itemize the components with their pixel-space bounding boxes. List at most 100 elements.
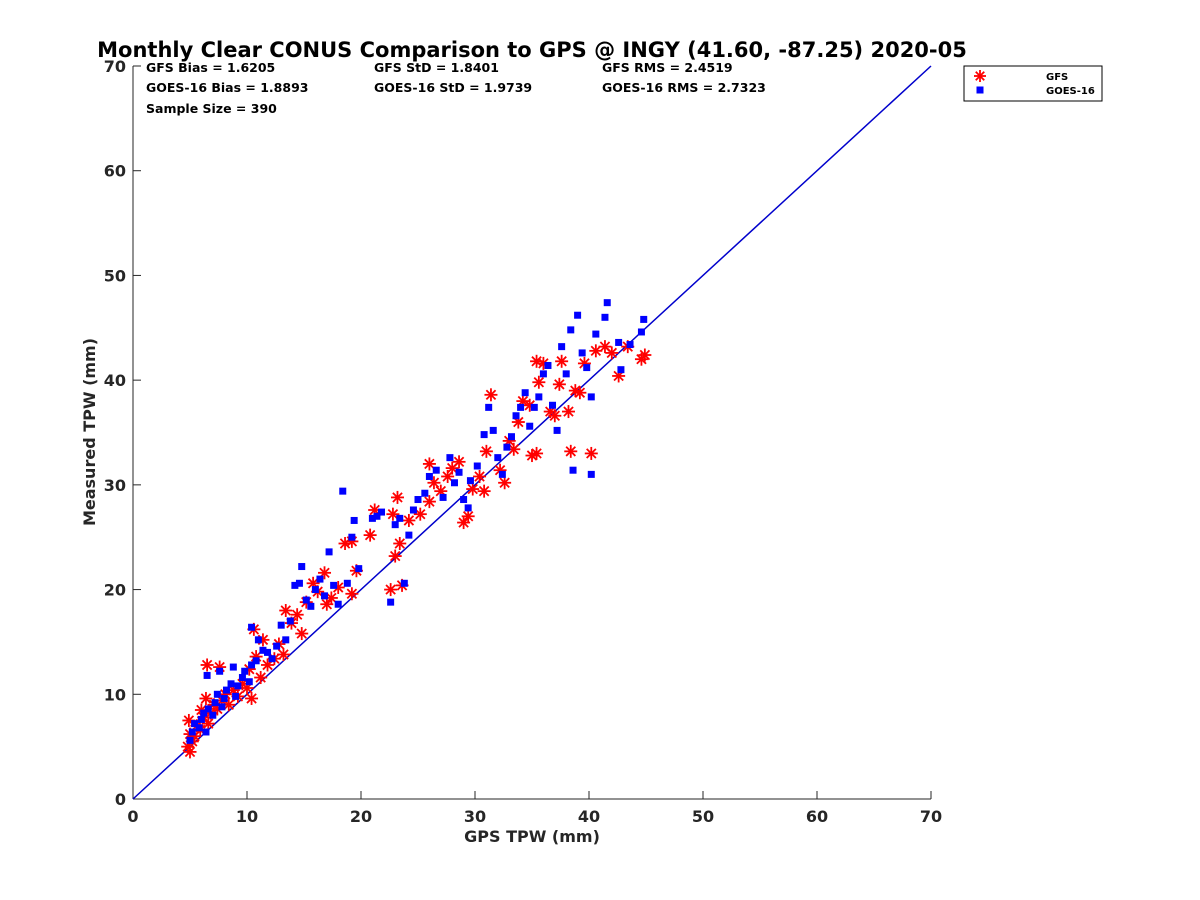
gfs-point xyxy=(384,583,398,597)
gfs-point xyxy=(261,658,275,672)
y-tick-label: 30 xyxy=(104,476,126,495)
goes16-point xyxy=(211,699,219,707)
gfs-point xyxy=(386,507,400,521)
goes16-point xyxy=(321,592,329,600)
goes16-point xyxy=(373,512,381,520)
goes16-point xyxy=(282,636,290,644)
goes16-point xyxy=(311,586,319,594)
goes16-point xyxy=(339,487,347,495)
goes16-point xyxy=(414,496,422,504)
goes16-point xyxy=(421,489,429,497)
goes16-point xyxy=(202,728,210,736)
goes16-point xyxy=(544,361,552,369)
y-tick-label: 70 xyxy=(104,57,126,76)
goes16-point xyxy=(355,565,363,573)
goes16-point xyxy=(291,581,299,589)
stat-text: GFS Bias = 1.6205 xyxy=(146,60,275,75)
data-points xyxy=(181,299,652,759)
gfs-point xyxy=(461,509,475,523)
x-tick-label: 40 xyxy=(578,807,600,826)
gfs-point xyxy=(552,377,566,391)
gfs-point xyxy=(276,647,290,661)
goes16-point xyxy=(254,636,262,644)
goes16-point xyxy=(264,648,272,656)
goes16-point xyxy=(558,343,566,351)
gfs-point xyxy=(638,348,652,362)
goes16-point xyxy=(549,401,557,409)
goes16-point xyxy=(216,667,224,675)
goes16-point xyxy=(191,720,199,728)
goes16-point xyxy=(286,617,294,625)
goes16-point xyxy=(553,426,561,434)
gfs-point xyxy=(402,513,416,527)
goes16-series xyxy=(186,299,648,744)
stat-text: GOES-16 StD = 1.9739 xyxy=(374,80,532,95)
stat-text: GFS RMS = 2.4519 xyxy=(602,60,733,75)
goes16-point xyxy=(574,311,582,319)
x-tick-label: 50 xyxy=(692,807,714,826)
goes16-point xyxy=(587,470,595,478)
y-tick-label: 10 xyxy=(104,685,126,704)
gfs-point xyxy=(498,476,512,490)
gfs-point xyxy=(466,482,480,496)
gfs-point xyxy=(605,346,619,360)
goes16-point xyxy=(464,504,472,512)
goes16-point xyxy=(302,596,310,604)
x-tick-label: 70 xyxy=(920,807,942,826)
gfs-point xyxy=(390,490,404,504)
gfs-point xyxy=(555,354,569,368)
goes16-point xyxy=(245,678,253,686)
goes16-point xyxy=(455,468,463,476)
goes16-point xyxy=(273,642,281,650)
gfs-point xyxy=(388,549,402,563)
gfs-point xyxy=(345,587,359,601)
goes16-point xyxy=(503,443,511,451)
goes16-point xyxy=(203,671,211,679)
goes16-point xyxy=(626,341,634,349)
gfs-point xyxy=(413,507,427,521)
goes16-point xyxy=(569,466,577,474)
x-axis-label: GPS TPW (mm) xyxy=(464,827,600,846)
goes16-point xyxy=(396,514,404,522)
gfs-point xyxy=(199,691,213,705)
gfs-point xyxy=(245,691,259,705)
goes16-point xyxy=(539,370,547,378)
goes16-point xyxy=(343,579,351,587)
stat-text: GFS StD = 1.8401 xyxy=(374,60,499,75)
gfs-point xyxy=(254,671,268,685)
goes16-point xyxy=(517,403,525,411)
goes16-point xyxy=(587,393,595,401)
legend-goes16-marker xyxy=(976,86,984,94)
gfs-point xyxy=(532,375,546,389)
goes16-point xyxy=(325,548,333,556)
goes16-point xyxy=(592,330,600,338)
gfs-point xyxy=(484,388,498,402)
gfs-point xyxy=(201,717,215,731)
goes16-point xyxy=(330,581,338,589)
goes16-point xyxy=(277,621,285,629)
goes16-point xyxy=(439,493,447,501)
goes16-point xyxy=(348,533,356,541)
stat-text: Sample Size = 390 xyxy=(146,101,277,116)
gfs-point xyxy=(477,484,491,498)
gfs-point xyxy=(584,446,598,460)
goes16-point xyxy=(583,364,591,372)
goes16-point xyxy=(248,661,256,669)
goes16-point xyxy=(213,690,221,698)
y-tick-label: 60 xyxy=(104,162,126,181)
goes16-point xyxy=(446,454,454,462)
goes16-point xyxy=(603,299,611,307)
gfs-point xyxy=(564,444,578,458)
goes16-point xyxy=(409,506,417,514)
goes16-point xyxy=(473,462,481,470)
goes16-point xyxy=(350,516,358,524)
goes16-point xyxy=(229,663,237,671)
gfs-point xyxy=(393,536,407,550)
x-tick-label: 60 xyxy=(806,807,828,826)
goes16-point xyxy=(498,470,506,478)
y-axis-label: Measured TPW (mm) xyxy=(80,338,99,526)
goes16-point xyxy=(238,674,246,682)
gfs-point xyxy=(363,528,377,542)
goes16-point xyxy=(188,728,196,736)
